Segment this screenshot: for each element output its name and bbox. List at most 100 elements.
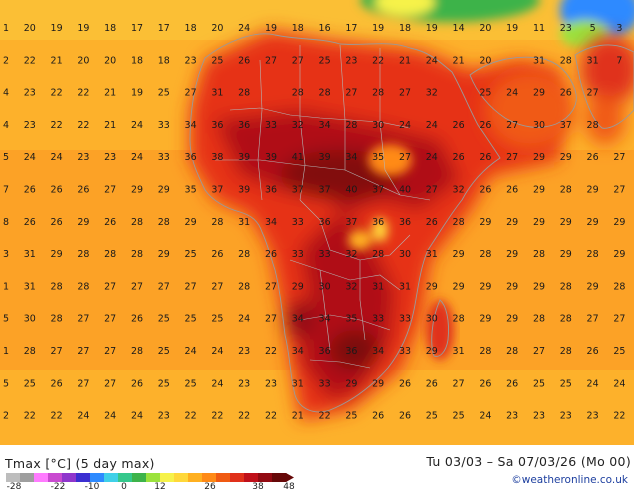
- colorbar-segment: [216, 473, 231, 482]
- grid-value: 24: [426, 55, 438, 66]
- colorbar-segment: [174, 473, 189, 482]
- grid-value: 22: [51, 88, 63, 99]
- colorbar-segment: [62, 473, 77, 482]
- grid-value: 20: [104, 55, 116, 66]
- grid-value: 25: [560, 378, 572, 389]
- grid-value: 26: [479, 378, 491, 389]
- grid-value: 24: [77, 411, 89, 422]
- colorbar-segment: [132, 473, 147, 482]
- grid-value: 29: [533, 185, 545, 196]
- grid-value: 24: [426, 152, 438, 163]
- grid-value: 26: [104, 217, 116, 228]
- grid-value: 31: [211, 88, 223, 99]
- india-coastline: [574, 44, 634, 129]
- grid-value: 29: [77, 217, 89, 228]
- grid-value: 27: [104, 281, 116, 292]
- grid-value: 28: [77, 281, 89, 292]
- grid-value: 26: [479, 120, 491, 131]
- grid-value: 27: [587, 314, 599, 325]
- grid-value: 28: [77, 249, 89, 260]
- grid-value: 26: [453, 120, 465, 131]
- grid-value: 41: [292, 152, 304, 163]
- grid-value: 29: [506, 217, 518, 228]
- grid-value: 37: [372, 185, 384, 196]
- grid-value: 14: [453, 23, 465, 34]
- grid-value: 26: [51, 378, 63, 389]
- colorbar-segment: [230, 473, 245, 482]
- grid-value: 27: [399, 152, 411, 163]
- time-range: Tu 03/03 – Sa 07/03/26 (Mo 00): [426, 454, 631, 469]
- grid-value: 30: [533, 120, 545, 131]
- grid-value: 26: [587, 346, 599, 357]
- grid-value: 29: [372, 378, 384, 389]
- grid-value: 28: [131, 217, 143, 228]
- grid-value: 20: [479, 23, 491, 34]
- colorbar-tick-label: -22: [50, 482, 66, 492]
- grid-value: 29: [479, 217, 491, 228]
- colorbar-tick-label: -10: [84, 482, 100, 492]
- grid-value: 4: [3, 88, 9, 99]
- grid-value: 28: [506, 346, 518, 357]
- grid-value: 24: [185, 346, 197, 357]
- grid-value: 28: [533, 249, 545, 260]
- colorbar-segment: [48, 473, 63, 482]
- grid-value: 22: [319, 411, 331, 422]
- grid-value: 28: [51, 314, 63, 325]
- grid-value: 26: [51, 185, 63, 196]
- grid-value: 32: [426, 88, 438, 99]
- grid-value: 30: [319, 281, 331, 292]
- grid-value: 26: [265, 249, 277, 260]
- colorbar-segment: [202, 473, 217, 482]
- grid-value: 28: [372, 249, 384, 260]
- grid-value: 24: [104, 411, 116, 422]
- grid-value: 22: [265, 346, 277, 357]
- grid-value: 29: [587, 281, 599, 292]
- grid-value: 37: [345, 217, 357, 228]
- grid-value: 27: [613, 314, 625, 325]
- grid-value: 28: [211, 217, 223, 228]
- grid-value: 28: [560, 55, 572, 66]
- grid-value: 26: [211, 249, 223, 260]
- grid-value: 30: [426, 314, 438, 325]
- grid-value: 24: [479, 411, 491, 422]
- grid-value: 24: [613, 378, 625, 389]
- grid-value: 27: [613, 185, 625, 196]
- grid-value: 39: [238, 152, 250, 163]
- legend-title: Tmax [°C] (5 day max): [5, 456, 155, 471]
- grid-value: 27: [77, 314, 89, 325]
- grid-value: 31: [426, 249, 438, 260]
- colorbar-tick-label: 26: [204, 482, 216, 492]
- grid-value: 25: [211, 55, 223, 66]
- grid-value: 27: [211, 281, 223, 292]
- grid-value: 27: [613, 152, 625, 163]
- grid-value: 34: [319, 314, 331, 325]
- grid-value: 25: [185, 378, 197, 389]
- grid-value: 25: [158, 346, 170, 357]
- grid-value: 30: [24, 314, 36, 325]
- grid-value: 36: [319, 346, 331, 357]
- grid-value: 36: [345, 346, 357, 357]
- grid-value: 28: [560, 185, 572, 196]
- grid-value: 26: [426, 217, 438, 228]
- grid-value: 28: [104, 249, 116, 260]
- highland-cool: [348, 144, 412, 250]
- grid-value: 20: [24, 23, 36, 34]
- grid-value: 27: [399, 88, 411, 99]
- grid-value: 24: [399, 120, 411, 131]
- grid-value: 34: [292, 314, 304, 325]
- colorbar-segment: [146, 473, 161, 482]
- grid-value: 29: [587, 217, 599, 228]
- grid-value: 25: [185, 249, 197, 260]
- grid-value: 26: [24, 185, 36, 196]
- grid-value: 19: [77, 23, 89, 34]
- grid-value: 4: [3, 120, 9, 131]
- colorbar-tick-label: -28: [6, 482, 22, 492]
- grid-value: 16: [319, 23, 331, 34]
- grid-value: 32: [345, 249, 357, 260]
- colorbar-segment: [272, 473, 287, 482]
- grid-value: 23: [587, 411, 599, 422]
- grid-value: 34: [292, 346, 304, 357]
- grid-value: 39: [265, 152, 277, 163]
- grid-value: 18: [131, 55, 143, 66]
- credit-link[interactable]: ©weatheronline.co.uk: [511, 474, 628, 486]
